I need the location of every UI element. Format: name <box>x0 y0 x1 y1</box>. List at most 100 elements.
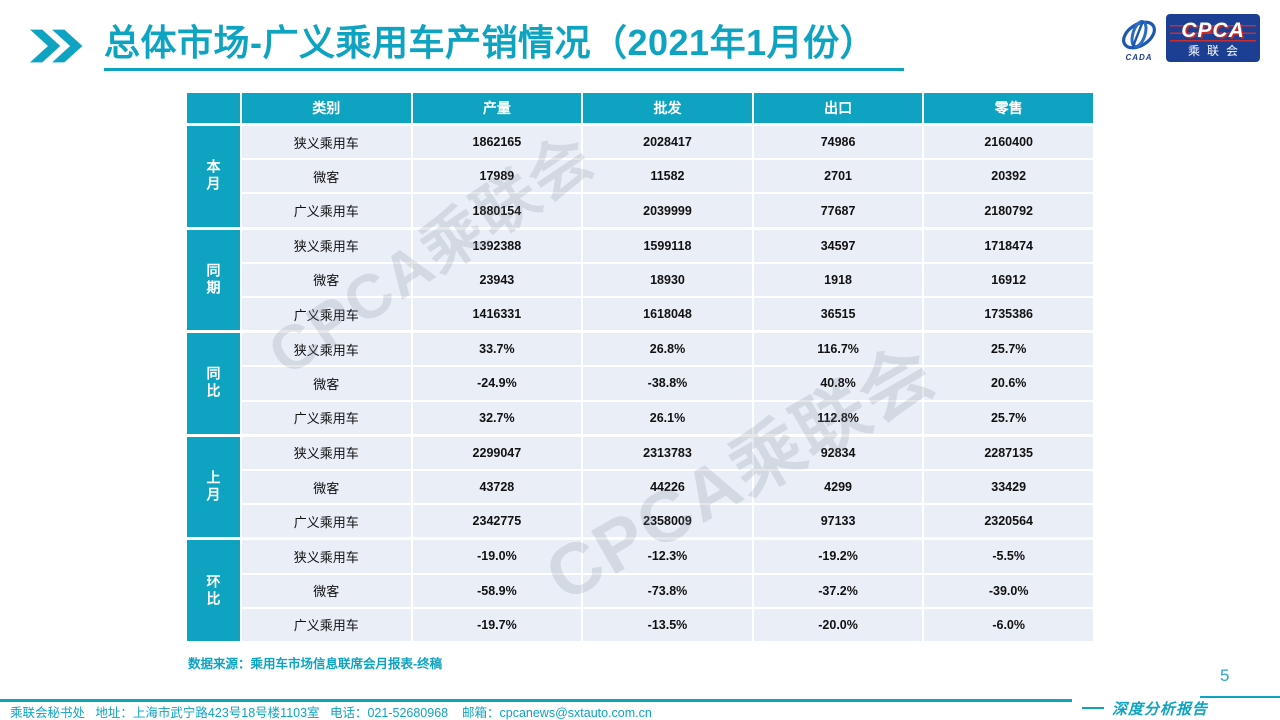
column-header-2: 产量 <box>412 93 582 123</box>
value-cell: -73.8% <box>583 574 752 607</box>
value-cell: -6.0% <box>924 608 1093 641</box>
table-row: 广义乘用车 2342775 2358009 97133 2320564 <box>242 505 1093 538</box>
value-cell: -19.0% <box>412 540 582 573</box>
table-corner-cell <box>187 93 240 123</box>
value-cell: -58.9% <box>412 574 582 607</box>
value-cell: -37.2% <box>753 574 923 607</box>
table-row: 狭义乘用车 -19.0% -12.3% -19.2% -5.5% <box>242 540 1093 573</box>
category-cell: 狭义乘用车 <box>242 333 411 366</box>
table-row: 微客 17989 11582 2701 20392 <box>242 160 1093 193</box>
table-row: 狭义乘用车 2299047 2313783 92834 2287135 <box>242 436 1093 469</box>
table-row: 广义乘用车 1416331 1618048 36515 1735386 <box>242 298 1093 331</box>
value-cell: 2160400 <box>924 126 1093 159</box>
value-cell: 1416331 <box>412 298 582 331</box>
report-type-label: 深度分析报告 <box>1112 702 1209 718</box>
category-cell: 狭义乘用车 <box>242 229 411 262</box>
value-cell: 2039999 <box>583 194 752 227</box>
value-cell: 92834 <box>753 436 923 469</box>
value-cell: 2701 <box>753 160 923 193</box>
group-label: 同比 <box>187 333 240 434</box>
value-cell: 18930 <box>583 263 752 296</box>
footer-divider <box>0 699 1072 702</box>
group-label: 同期 <box>187 229 240 331</box>
value-cell: -20.0% <box>753 608 923 641</box>
value-cell: 25.7% <box>924 333 1093 366</box>
value-cell: 23943 <box>412 263 582 296</box>
category-cell: 广义乘用车 <box>242 194 411 227</box>
value-cell: 26.1% <box>583 401 752 434</box>
value-cell: 2287135 <box>924 436 1093 469</box>
value-cell: 44226 <box>583 470 752 504</box>
value-cell: -24.9% <box>412 367 582 400</box>
value-cell: 33429 <box>924 470 1093 504</box>
cada-emblem: CADA <box>1116 16 1162 62</box>
row-group: 上月 狭义乘用车 2299047 2313783 92834 2287135 微客 43728… <box>187 436 1093 538</box>
category-cell: 微客 <box>242 160 411 193</box>
value-cell: 1862165 <box>412 126 582 159</box>
page-title: 总体市场-广义乘用车产销情况（2021年1月份） <box>104 22 905 72</box>
footer-contact: 乘联会秘书处 地址：上海市武宁路423号18号楼1103室 电话：021-526… <box>10 706 652 720</box>
cada-emblem-label: CADA <box>1125 53 1153 62</box>
column-header-5: 零售 <box>924 93 1093 123</box>
category-cell: 狭义乘用车 <box>242 436 411 469</box>
value-cell: -38.8% <box>583 367 752 400</box>
category-cell: 广义乘用车 <box>242 298 411 331</box>
category-cell: 狭义乘用车 <box>242 126 411 159</box>
value-cell: 1392388 <box>412 229 582 262</box>
value-cell: 116.7% <box>753 333 923 366</box>
value-cell: 2358009 <box>583 505 752 538</box>
value-cell: -39.0% <box>924 574 1093 607</box>
value-cell: 26.8% <box>583 333 752 366</box>
value-cell: 97133 <box>753 505 923 538</box>
category-cell: 广义乘用车 <box>242 608 411 641</box>
table-row: 广义乘用车 1880154 2039999 77687 2180792 <box>242 194 1093 227</box>
value-cell: 112.8% <box>753 401 923 434</box>
column-header-4: 出口 <box>753 93 923 123</box>
category-cell: 广义乘用车 <box>242 505 411 538</box>
value-cell: 32.7% <box>412 401 582 434</box>
value-cell: -19.7% <box>412 608 582 641</box>
value-cell: 1735386 <box>924 298 1093 331</box>
cpca-acronym: CPCA <box>1181 18 1245 42</box>
logo-stripes <box>1170 19 1256 43</box>
value-cell: 2299047 <box>412 436 582 469</box>
value-cell: 1618048 <box>583 298 752 331</box>
value-cell: -12.3% <box>583 540 752 573</box>
value-cell: -5.5% <box>924 540 1093 573</box>
table-row: 广义乘用车 32.7% 26.1% 112.8% 25.7% <box>242 401 1093 434</box>
data-source-note: 数据来源：乘用车市场信息联席会月报表-终稿 <box>188 657 443 671</box>
row-group: 同比 狭义乘用车 33.7% 26.8% 116.7% 25.7% 微客 -24.9% -38.… <box>187 333 1093 434</box>
table-row: 微客 43728 44226 4299 33429 <box>242 470 1093 504</box>
value-cell: 25.7% <box>924 401 1093 434</box>
value-cell: 43728 <box>412 470 582 504</box>
value-cell: 74986 <box>753 126 923 159</box>
table-body: 本月 狭义乘用车 1862165 2028417 74986 2160400 微客 17989… <box>187 126 1093 641</box>
group-label: 上月 <box>187 436 240 538</box>
value-cell: 16912 <box>924 263 1093 296</box>
table-row: 微客 -58.9% -73.8% -37.2% -39.0% <box>242 574 1093 607</box>
value-cell: -13.5% <box>583 608 752 641</box>
footer-dash-left <box>1082 707 1104 709</box>
category-cell: 微客 <box>242 470 411 504</box>
table-row: 狭义乘用车 33.7% 26.8% 116.7% 25.7% <box>242 333 1093 366</box>
value-cell: 20392 <box>924 160 1093 193</box>
category-cell: 微客 <box>242 367 411 400</box>
category-cell: 狭义乘用车 <box>242 540 411 573</box>
table-row: 狭义乘用车 1862165 2028417 74986 2160400 <box>242 126 1093 159</box>
row-group: 本月 狭义乘用车 1862165 2028417 74986 2160400 微客 17989… <box>187 126 1093 227</box>
footer-dash-right <box>1200 696 1280 698</box>
chevron-double-icon <box>30 29 83 63</box>
table-row: 狭义乘用车 1392388 1599118 34597 1718474 <box>242 229 1093 262</box>
value-cell: 1918 <box>753 263 923 296</box>
category-cell: 微客 <box>242 574 411 607</box>
value-cell: 33.7% <box>412 333 582 366</box>
value-cell: 77687 <box>753 194 923 227</box>
group-label: 本月 <box>187 126 240 227</box>
value-cell: 2320564 <box>924 505 1093 538</box>
value-cell: 2180792 <box>924 194 1093 227</box>
table-header-row: 类别 产量 批发 出口 零售 <box>187 93 1093 123</box>
value-cell: 11582 <box>583 160 752 193</box>
value-cell: 1599118 <box>583 229 752 262</box>
cada-swoosh-icon <box>1122 19 1156 50</box>
